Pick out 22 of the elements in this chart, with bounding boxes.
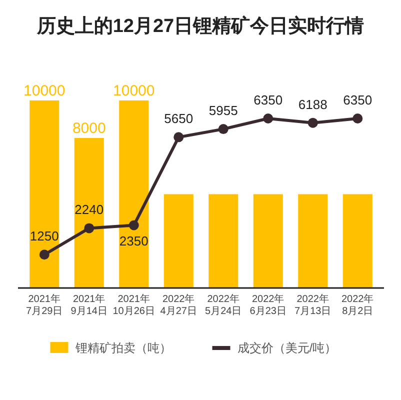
- bar-label: 8000: [72, 120, 106, 137]
- x-tick-label: 2022年 5月24日: [205, 294, 242, 317]
- line-label: 5955: [208, 103, 238, 118]
- line-label: 2350: [119, 233, 148, 248]
- bar-label: 10000: [24, 82, 66, 100]
- legend-label: 成交价（美元/吨）: [237, 341, 337, 355]
- x-tick-label: 2022年 6月23日: [250, 294, 286, 317]
- line-label: 6188: [298, 96, 328, 112]
- bar-label: 10000: [113, 82, 155, 100]
- line-label: 1250: [30, 228, 59, 244]
- line-label: 6350: [343, 92, 372, 108]
- x-tick-label: 2022年 4月27日: [160, 294, 197, 317]
- x-tick-label: 2021年 10月26日: [112, 294, 155, 317]
- line-label: 6350: [254, 92, 283, 108]
- title: 历史上的12月27日锂精矿今日实时行情: [36, 16, 364, 37]
- x-tick-label: 2022年 7月13日: [294, 294, 332, 317]
- legend-label: 锂精矿拍卖（吨）: [75, 341, 172, 355]
- line-label: 5650: [164, 111, 194, 126]
- x-tick-label: 2021年 7月29日: [26, 294, 63, 317]
- line-label: 2240: [74, 202, 104, 218]
- x-tick-label: 2022年 8月2日: [342, 294, 374, 317]
- x-tick-label: 2021年 9月14日: [70, 294, 108, 317]
